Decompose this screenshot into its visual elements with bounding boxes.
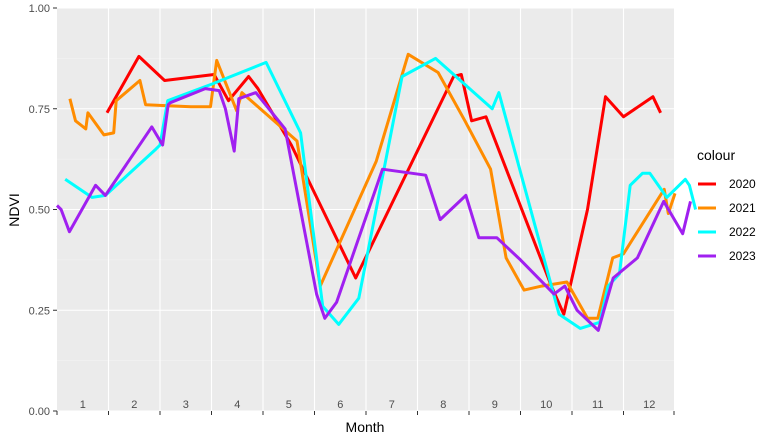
month-label: 5 [286,399,292,411]
month-label: 8 [440,399,446,411]
series-line-2022 [64,56,698,330]
month-label: 10 [540,399,552,411]
legend: colour 2020 2021 2022 2023 [697,147,756,266]
series-line-2023 [55,87,692,332]
legend-label-2020: 2020 [729,177,756,191]
y-tick-label: 0.75 [29,104,50,116]
series-line-2020 [105,54,662,316]
legend-label-2023: 2023 [729,249,756,263]
y-axis: 0.00 0.25 0.50 0.75 1.00 [29,3,57,418]
y-axis-title: NDVI [6,193,22,226]
month-label: 4 [234,399,240,411]
month-label: 9 [492,399,498,411]
month-label: 12 [643,399,655,411]
legend-label-2022: 2022 [729,225,756,239]
month-labels: 1 2 3 4 5 6 7 8 9 10 11 12 [80,399,656,411]
series-lines [55,52,698,332]
month-label: 11 [592,399,603,411]
month-label: 6 [337,399,343,411]
y-tick-label: 0.50 [29,205,50,217]
y-tick-label: 1.00 [29,3,50,15]
x-axis [56,411,675,415]
y-tick-label: 0.00 [29,406,50,418]
y-tick-label: 0.25 [29,305,50,317]
series-line-2021 [68,52,677,320]
month-label: 2 [131,399,137,411]
legend-title: colour [697,147,735,163]
x-axis-title: Month [346,419,385,435]
legend-label-2021: 2021 [729,201,756,215]
month-label: 7 [389,399,395,411]
month-label: 1 [80,399,86,411]
month-label: 3 [183,399,189,411]
